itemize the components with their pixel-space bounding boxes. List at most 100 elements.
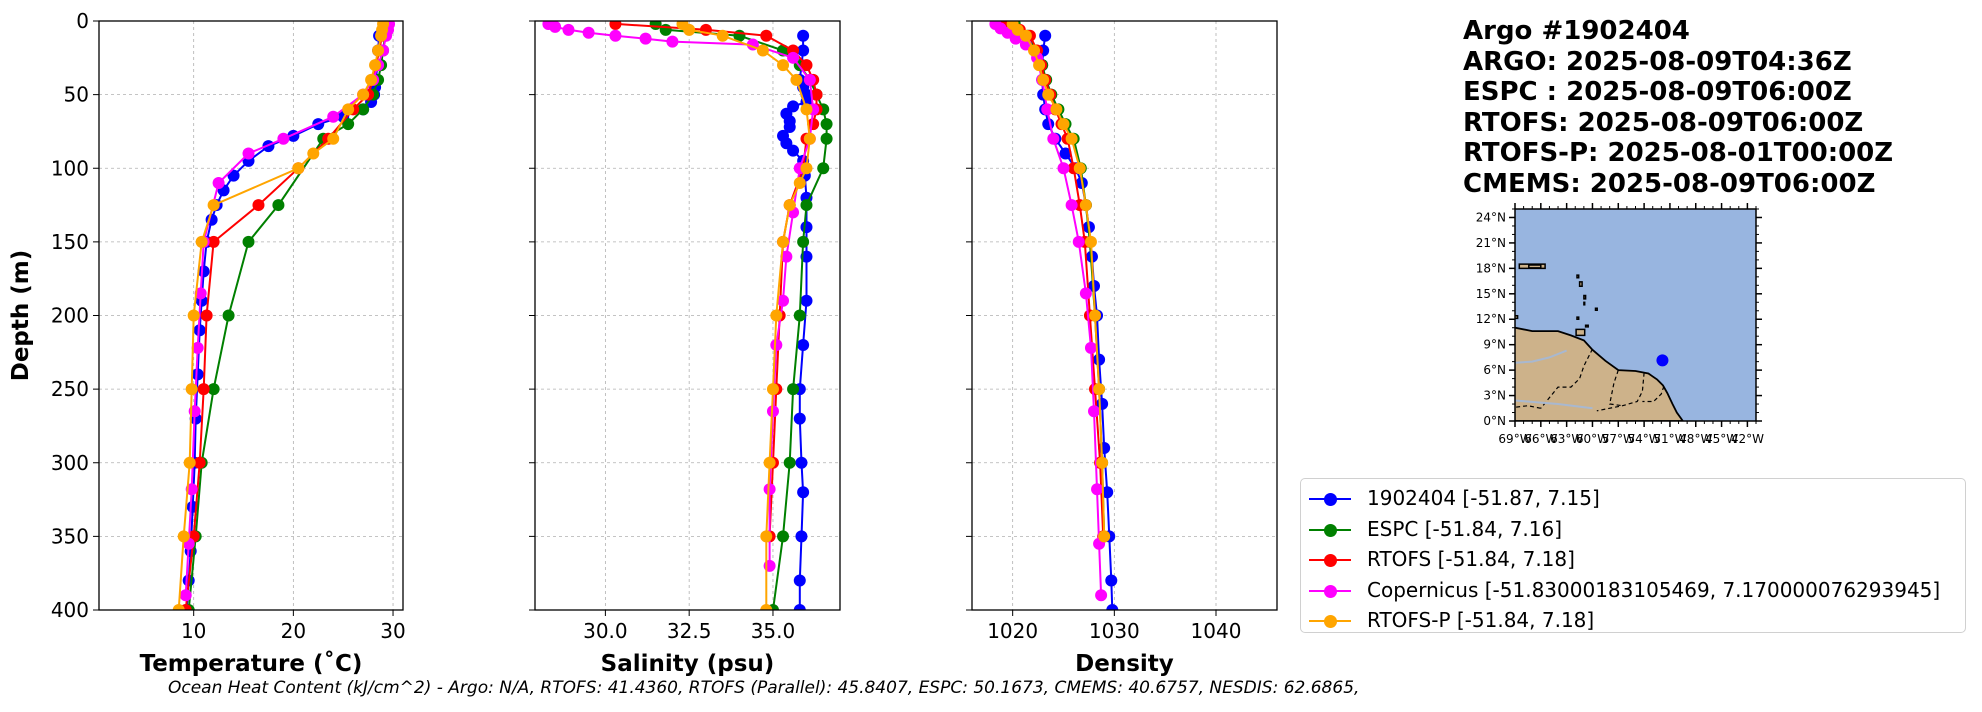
data-point-density-1902404: [1059, 147, 1072, 160]
data-point-density-copernicus: [1091, 483, 1104, 496]
data-point-salinity-rtofs-p: [793, 176, 806, 189]
data-point-density-rtofs-p: [1073, 162, 1086, 175]
map-lon-label: 69°W: [1498, 432, 1531, 446]
x-axis-label-salinity: Salinity (psu): [601, 651, 775, 677]
y-tick-label-temperature: 100: [51, 156, 89, 180]
data-point-salinity-rtofs-p: [770, 309, 783, 322]
data-point-salinity-1902404: [800, 294, 813, 307]
map-island: [1584, 324, 1589, 328]
map-country-border: [1642, 386, 1665, 403]
map-island: [1583, 294, 1587, 300]
data-point-salinity-rtofs-p: [803, 132, 816, 145]
data-point-salinity-espc: [797, 235, 810, 248]
data-point-salinity-rtofs-p: [760, 604, 773, 610]
data-point-temperature-rtofs-p: [207, 199, 220, 212]
data-point-density-rtofs-p: [1028, 44, 1041, 57]
data-point-temperature-rtofs: [200, 309, 213, 322]
data-point-density-rtofs-p: [1098, 530, 1111, 543]
data-point-temperature-rtofs-p: [187, 309, 200, 322]
location-map: 24°N 21°N 18°N 15°N 12°N 9°N 6°N 3°N 0°N 69°W66°W…: [1476, 203, 1764, 446]
data-point-temperature-espc: [207, 383, 220, 396]
data-point-salinity-rtofs-p: [777, 235, 790, 248]
y-tick-label-temperature: 150: [51, 230, 89, 254]
map-lon-label: 48°W: [1679, 432, 1712, 446]
legend-label-espc: ESPC [-51.84, 7.16]: [1367, 516, 1563, 541]
y-tick-label-temperature: 50: [64, 83, 89, 107]
data-point-salinity-rtofs-p: [790, 73, 803, 86]
data-point-density-rtofs-p: [1079, 199, 1092, 212]
title-line-espc-time: ESPC : 2025-08-09T06:00Z: [1463, 77, 1852, 107]
panel-temperature: 10 20 30050100150200250300350400Temperatur…: [8, 9, 406, 677]
data-point-salinity-rtofs-p: [683, 23, 696, 36]
data-point-salinity-copernicus: [770, 338, 783, 351]
series-line-salinity-copernicus: [547, 22, 815, 566]
x-tick-label-salinity: 32.5: [667, 619, 712, 643]
x-tick-label-temperature: 10: [181, 619, 206, 643]
data-point-salinity-espc: [783, 456, 796, 469]
map-lon-label: 42°W: [1731, 432, 1764, 446]
data-point-density-rtofs-p: [1093, 383, 1106, 396]
title-line-rtofsp-time: RTOFS-P: 2025-08-01T00:00Z: [1463, 138, 1894, 168]
data-point-density-copernicus: [1047, 132, 1060, 145]
x-tick-label-density: 1020: [987, 619, 1038, 643]
data-point-salinity-rtofs-p: [763, 456, 776, 469]
map-lat-label: 6°N: [1483, 363, 1506, 377]
data-point-salinity-1902404: [795, 456, 808, 469]
data-point-density-rtofs-p: [1084, 235, 1097, 248]
data-point-density-1902404: [1039, 29, 1052, 42]
data-point-temperature-copernicus: [277, 132, 290, 145]
legend-label-rtofsp: RTOFS-P [-51.84, 7.18]: [1367, 608, 1595, 632]
data-point-temperature-1902404: [197, 265, 210, 278]
data-point-temperature-espc: [342, 118, 355, 131]
map-lon-label: 54°W: [1628, 432, 1661, 446]
x-tick-label-salinity: 30.0: [583, 619, 628, 643]
map-lon-label: 63°W: [1550, 432, 1583, 446]
data-point-density-copernicus: [1065, 199, 1078, 212]
data-point-salinity-rtofs: [760, 29, 773, 42]
series-group-temperature: [172, 21, 396, 610]
data-point-salinity-rtofs-p: [777, 59, 790, 72]
data-point-temperature-copernicus: [327, 110, 340, 123]
data-point-salinity-rtofs-p: [783, 199, 796, 212]
data-point-temperature-rtofs-p: [183, 456, 196, 469]
data-point-density-rtofs-p: [1042, 88, 1055, 101]
data-point-temperature-rtofs-p: [172, 604, 185, 610]
data-point-salinity-1902404: [800, 221, 813, 234]
x-tick-label-density: 1040: [1191, 619, 1242, 643]
panel-salinity: 30.0 32.5 35.0 Salinity (psu): [529, 20, 841, 677]
legend-label-rtofs: RTOFS [-51.84, 7.18]: [1367, 547, 1575, 571]
data-point-salinity-1902404: [797, 29, 810, 42]
data-point-salinity-espc: [817, 162, 830, 175]
data-point-temperature-copernicus: [212, 176, 225, 189]
data-point-salinity-espc: [820, 118, 833, 131]
y-tick-label-temperature: 350: [51, 524, 89, 548]
data-point-density-copernicus: [1088, 405, 1100, 418]
data-point-temperature-rtofs-p: [365, 73, 378, 86]
data-point-salinity-1902404: [793, 412, 806, 425]
map-country-border: [1608, 369, 1623, 407]
data-point-density-copernicus: [1057, 162, 1070, 175]
data-point-density-1902404: [1101, 486, 1114, 499]
data-point-temperature-rtofs: [207, 235, 220, 248]
legend-item-espc: ESPC [-51.84, 7.16]: [1301, 514, 1965, 545]
data-point-temperature-rtofs-p: [342, 103, 355, 116]
data-point-salinity-1902404: [797, 44, 810, 57]
data-point-salinity-rtofs: [609, 21, 622, 30]
data-point-density-copernicus: [1072, 235, 1085, 248]
map-clip-group: [1515, 263, 1684, 421]
map-country-border: [1540, 348, 1594, 409]
x-tick-label-density: 1030: [1089, 619, 1140, 643]
data-point-salinity-copernicus: [777, 294, 790, 307]
x-axis-label-temperature: Temperature (˚C): [140, 650, 363, 677]
data-point-density-copernicus: [1079, 287, 1092, 300]
data-point-temperature-espc: [222, 309, 235, 322]
data-point-temperature-rtofs-p: [375, 29, 388, 42]
map-lat-label: 3°N: [1483, 389, 1506, 403]
map-lat-label: 18°N: [1476, 261, 1506, 275]
map-lat-label: 12°N: [1476, 312, 1506, 326]
map-float-marker: [1656, 354, 1669, 367]
map-lat-label: 9°N: [1483, 338, 1506, 352]
data-point-density-1902404: [1105, 574, 1118, 587]
legend-line-espc: [1309, 523, 1351, 537]
data-point-salinity-1902404: [787, 144, 800, 157]
